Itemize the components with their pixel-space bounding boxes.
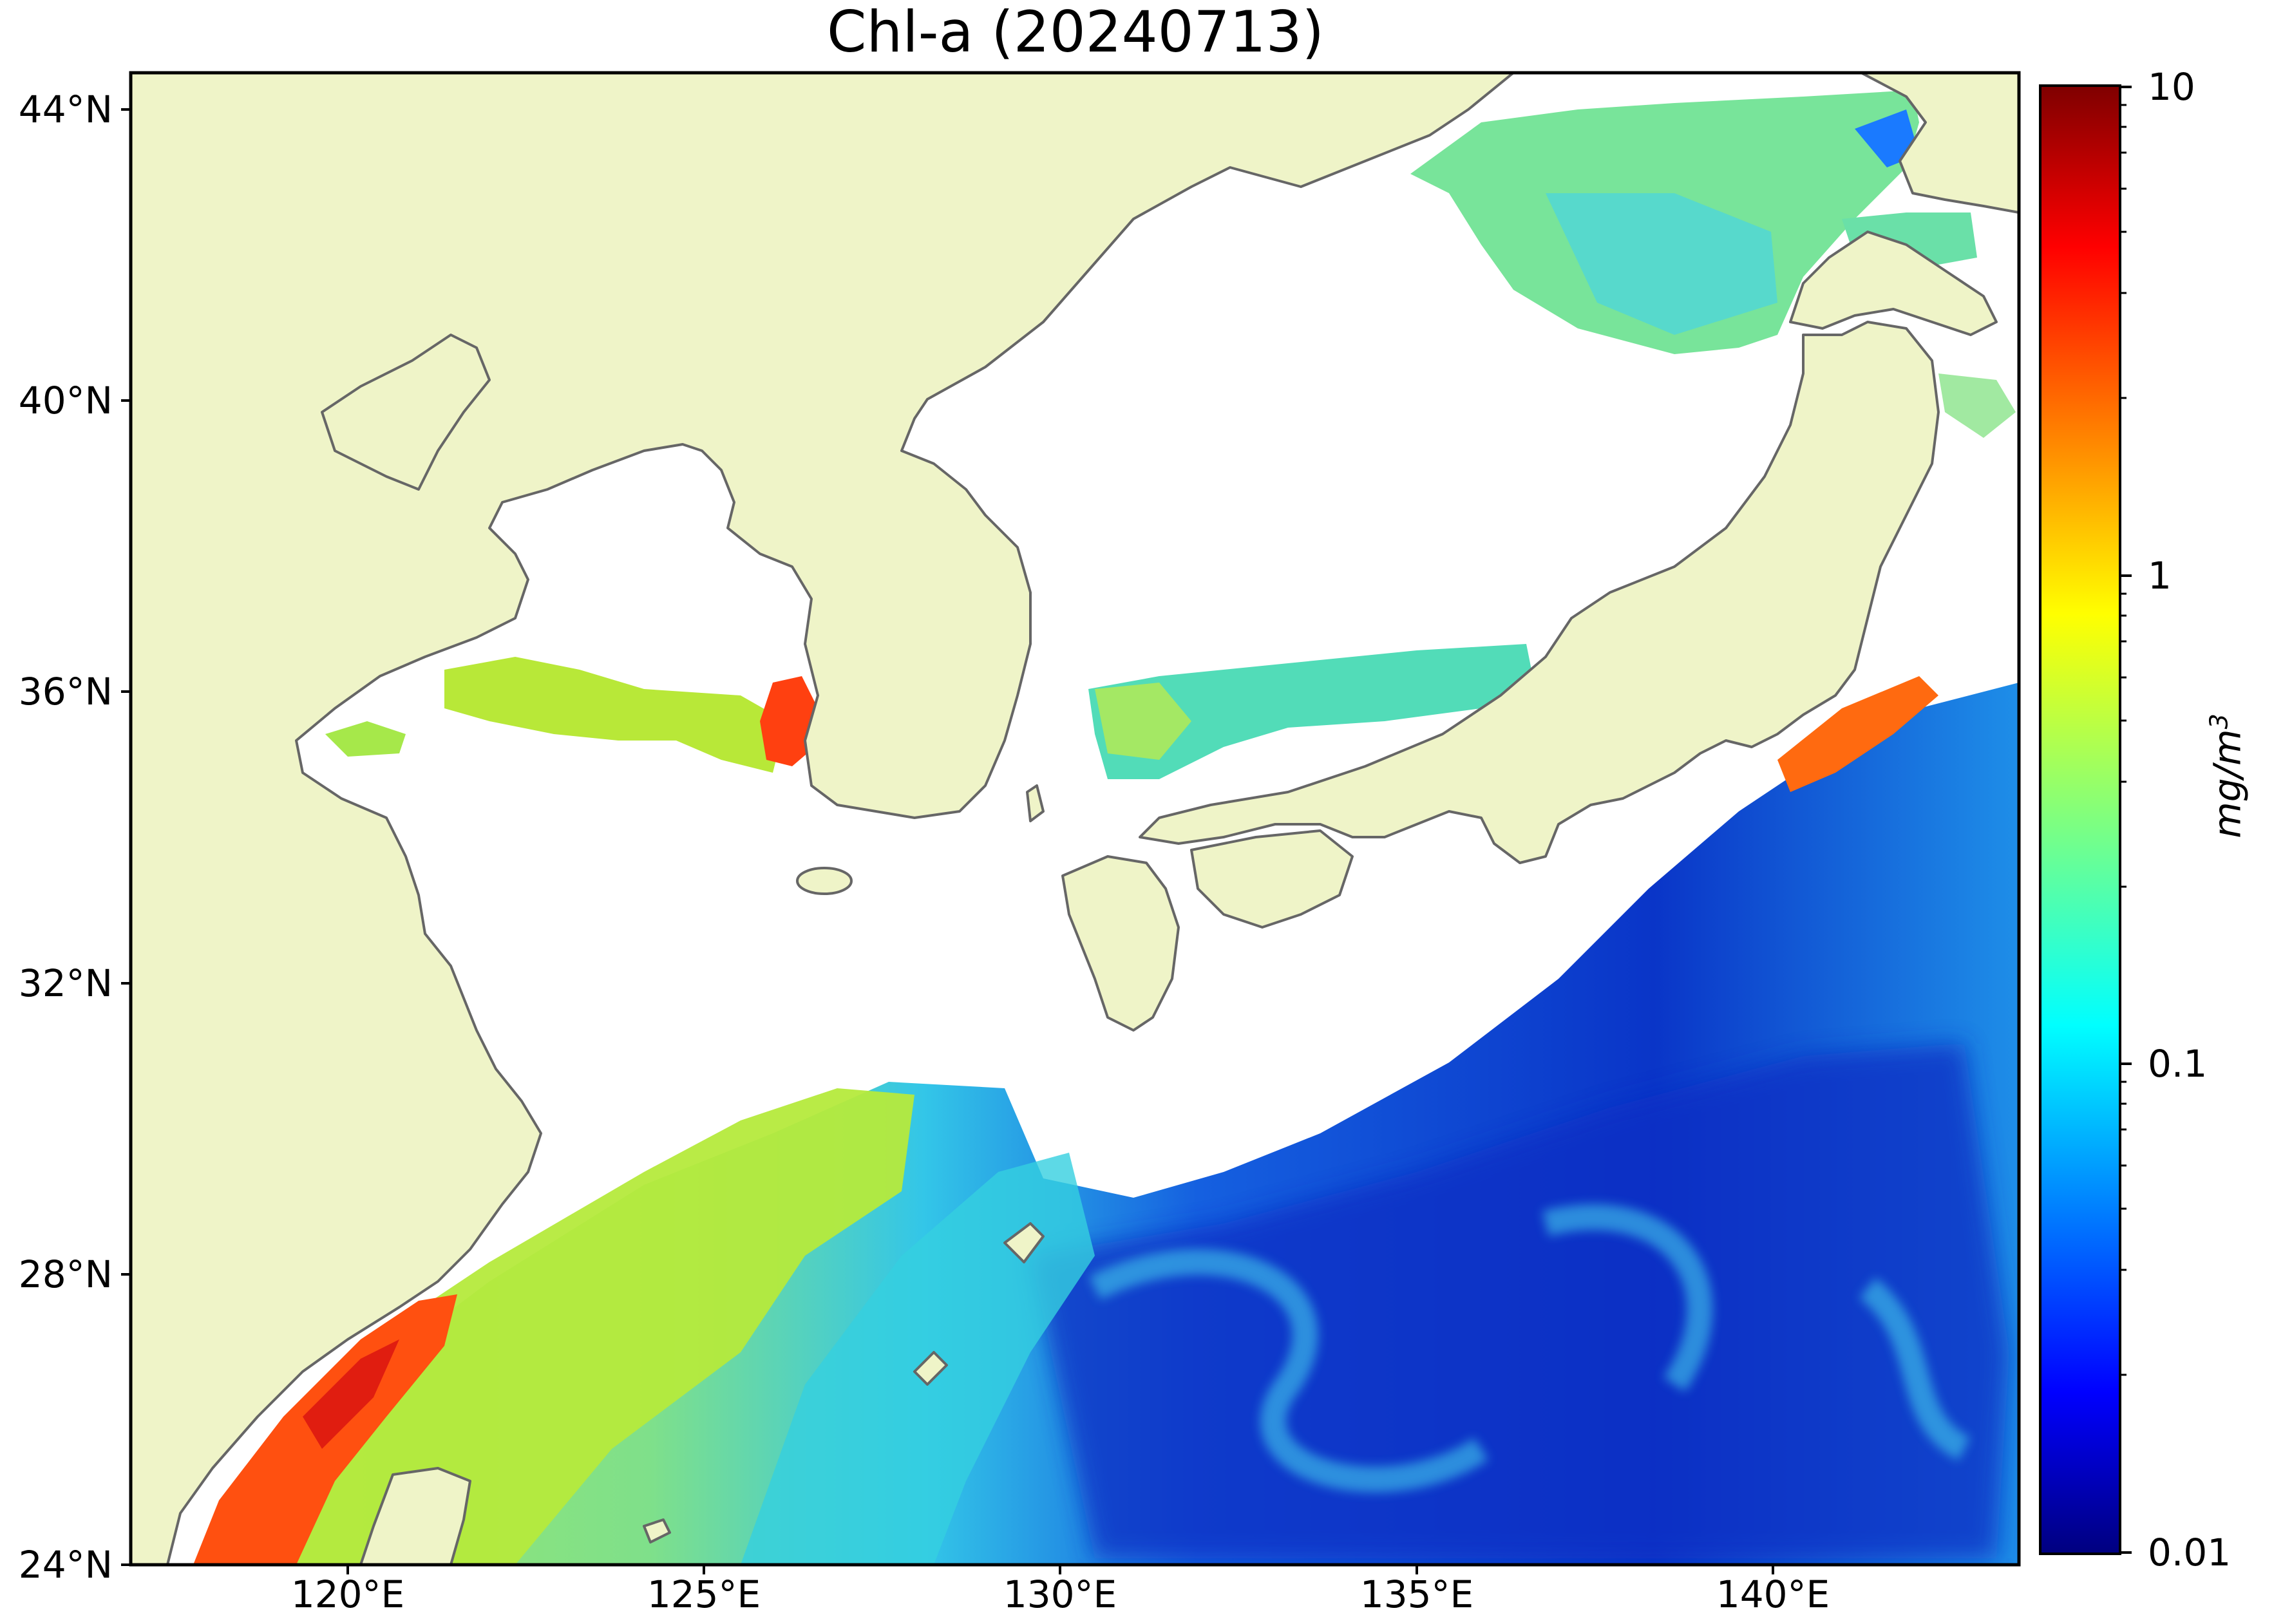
colorbar-label-0-01: 0.01	[2148, 1531, 2231, 1574]
land-ryukyu-small	[643, 1518, 671, 1544]
axis-ticks	[121, 108, 1774, 1574]
colorbar-label-0-1: 0.1	[2148, 1042, 2208, 1086]
map-area	[131, 73, 2019, 1565]
land-kyushu	[1061, 855, 1180, 1032]
colorbar-label-10: 10	[2148, 65, 2195, 109]
colorbar-unit-main: mg/m	[2205, 729, 2250, 838]
ocean-chl-sea-of-japan-north-cyan	[1546, 193, 1777, 335]
lon-label-120e: 120°E	[290, 1572, 405, 1616]
map-frame	[129, 71, 2021, 1567]
land-tsushima	[1026, 784, 1045, 822]
colorbar	[2039, 84, 2121, 1555]
ocean-chl-yellow-sea-west	[325, 721, 406, 757]
colorbar-label-1: 1	[2148, 554, 2172, 598]
ocean-high-chl-korea-west	[760, 676, 818, 766]
colorbar-minor-ticks	[2120, 104, 2127, 1376]
ocean-chl-east-china-sea	[193, 1088, 914, 1565]
land-hokkaido	[1789, 231, 1998, 336]
ocean-chl-east-hokkaido	[1938, 373, 2016, 438]
ocean-high-chl-china-coast-core	[303, 1339, 399, 1449]
lat-label-24n: 24°N	[18, 1543, 113, 1587]
ocean-high-chl-japan-coast	[1777, 676, 1938, 792]
ocean-chl-sea-of-japan-south-yellow	[1095, 683, 1191, 760]
figure-title: Chl-a (20240713)	[827, 0, 1324, 65]
land-sakhalin-region	[1860, 73, 2019, 214]
lat-label-32n: 32°N	[18, 961, 113, 1005]
lon-label-130e: 130°E	[1003, 1572, 1117, 1616]
ocean-eddy-filaments	[1089, 1204, 1971, 1493]
colorbar-unit-label: mg/m3	[2204, 713, 2249, 838]
lat-label-28n: 28°N	[18, 1252, 113, 1296]
ocean-chl-yellow-sea	[444, 657, 786, 773]
lon-label-125e: 125°E	[647, 1572, 761, 1616]
colorbar-unit-superscript: 3	[2204, 713, 2233, 730]
land-asia-mainland	[131, 73, 1515, 1565]
land-taiwan	[359, 1467, 471, 1565]
lon-label-135e: 135°E	[1359, 1572, 1474, 1616]
land-masses	[131, 73, 2019, 1565]
lat-label-40n: 40°N	[18, 379, 113, 422]
land-okinawa	[1003, 1222, 1045, 1263]
lat-label-44n: 44°N	[18, 88, 113, 131]
land-jeju	[796, 867, 853, 895]
ocean-chl-sakhalin-coast	[1855, 109, 1919, 167]
land-shikoku	[1190, 829, 1354, 929]
land-honshu	[1139, 321, 1940, 864]
colorbar-ticks	[2120, 86, 2132, 1554]
lat-label-36n: 36°N	[18, 670, 113, 713]
lon-label-140e: 140°E	[1716, 1572, 1830, 1616]
land-liaodong	[321, 334, 491, 491]
ocean-chl-sea-of-japan-south	[1088, 644, 1533, 779]
land-amami	[913, 1351, 948, 1386]
ocean-chl-kuroshio-band	[741, 1153, 1095, 1565]
